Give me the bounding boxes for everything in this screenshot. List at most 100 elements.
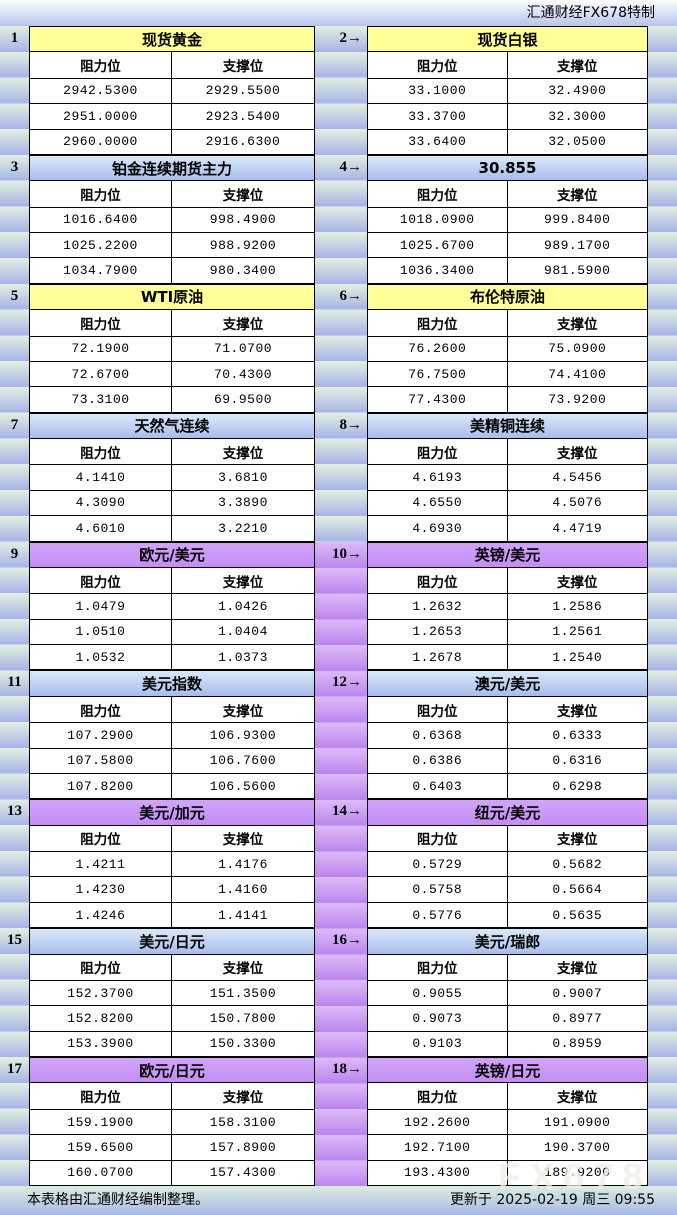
level-row: 0.5758 0.5664 — [368, 876, 647, 902]
level-row: 1018.0900 999.8400 — [368, 206, 647, 232]
support-value: 189.9200 — [544, 1165, 611, 1181]
resistance-value: 1.0510 — [30, 619, 172, 645]
support-value: 0.6298 — [552, 778, 603, 794]
support-value: 2929.5500 — [205, 83, 281, 99]
support-value: 1.2586 — [552, 598, 603, 614]
resistance-value: 76.7500 — [368, 361, 508, 387]
resistance-value: 73.3100 — [30, 387, 172, 412]
support-value: 75.0900 — [548, 341, 607, 357]
resistance-header: 阻力位 — [368, 825, 508, 852]
level-row: 2942.5300 2929.5500 — [30, 77, 314, 104]
resistance-value: 0.5729 — [368, 852, 508, 877]
level-row: 0.9055 0.9007 — [368, 979, 647, 1006]
level-row: 107.5800 106.7600 — [30, 747, 314, 773]
footer-bar: 本表格由汇通财经编制整理。 更新于 2025-02-19 周三 09:55 — [0, 1186, 677, 1215]
support-value: 150.7800 — [209, 1011, 277, 1027]
resistance-header: 阻力位 — [30, 825, 172, 852]
panel-number: 7 — [10, 416, 19, 433]
level-row: 0.6368 0.6333 — [368, 722, 647, 748]
level-row: 4.6930 4.4719 — [368, 515, 647, 541]
resistance-value: 1025.6700 — [368, 233, 508, 258]
instrument-panel: 美元/日元 阻力位 支撑位 152.3700 151.3500 152.8200… — [29, 928, 315, 1058]
instrument-panel: WTI原油 阻力位 支撑位 72.1900 71.0700 72.6700 70… — [29, 283, 315, 413]
panel-title: 美元/瑞郎 — [368, 929, 647, 955]
resistance-header: 阻力位 — [30, 181, 172, 207]
support-header: 支撑位 — [557, 316, 598, 333]
panel-number: 5 — [10, 287, 19, 304]
panel-header-row: 阻力位 支撑位 — [30, 52, 314, 78]
support-header: 支撑位 — [557, 961, 598, 978]
resistance-value: 107.8200 — [30, 773, 172, 799]
support-value: 4.5456 — [552, 470, 603, 486]
resistance-header: 阻力位 — [368, 696, 508, 723]
panel-header-row: 阻力位 支撑位 — [368, 181, 647, 207]
support-value: 0.8977 — [552, 1011, 603, 1027]
support-value: 1.4176 — [218, 856, 268, 872]
support-value: 1.2561 — [552, 624, 603, 640]
support-value: 1.4141 — [218, 907, 268, 923]
panel-title: 美元指数 — [30, 671, 314, 697]
support-value: 0.5635 — [552, 907, 603, 923]
panel-header-row: 阻力位 支撑位 — [368, 52, 647, 78]
resistance-header: 阻力位 — [30, 1083, 172, 1109]
resistance-header: 阻力位 — [30, 954, 172, 980]
support-header: 支撑位 — [557, 1090, 598, 1107]
support-value: 74.4100 — [548, 366, 607, 382]
instrument-panel: 现货黄金 阻力位 支撑位 2942.5300 2929.5500 2951.00… — [29, 26, 315, 155]
level-row: 4.1410 3.6810 — [30, 464, 314, 490]
resistance-header: 阻力位 — [368, 1083, 508, 1109]
support-value: 158.3100 — [209, 1114, 277, 1130]
level-row: 1034.7900 980.3400 — [30, 257, 314, 283]
support-header: 支撑位 — [222, 445, 264, 462]
support-value: 157.8900 — [209, 1139, 277, 1155]
panel-header-row: 阻力位 支撑位 — [30, 1083, 314, 1109]
center-gutter: 2→ 4→ 6→ 8→ 10→ 12→ 14→ 16→ 18→ — [315, 26, 367, 1186]
resistance-value: 152.8200 — [30, 1006, 172, 1031]
resistance-value: 192.7100 — [368, 1135, 508, 1160]
panel-column-right: 现货白银 阻力位 支撑位 33.1000 32.4900 33.3700 32.… — [367, 26, 648, 1186]
support-header: 支撑位 — [222, 574, 264, 591]
resistance-value: 1.4211 — [30, 852, 172, 877]
panel-title: 现货黄金 — [30, 27, 314, 53]
panel-header-row: 阻力位 支撑位 — [30, 567, 314, 594]
resistance-value: 1.2632 — [368, 594, 508, 619]
level-row: 4.6193 4.5456 — [368, 464, 647, 490]
support-value: 73.9200 — [548, 391, 607, 407]
resistance-value: 0.6368 — [368, 723, 508, 748]
resistance-value: 193.4300 — [368, 1160, 508, 1185]
panel-number: 15 — [7, 932, 22, 949]
level-row: 1025.2200 988.9200 — [30, 232, 314, 258]
instrument-panel: 欧元/日元 阻力位 支撑位 159.1900 158.3100 159.6500… — [29, 1057, 315, 1186]
resistance-value: 152.3700 — [30, 980, 172, 1006]
support-value: 69.9500 — [213, 391, 273, 407]
resistance-header: 阻力位 — [368, 310, 508, 336]
level-row: 153.3900 150.3300 — [30, 1030, 314, 1057]
level-row: 76.2600 75.0900 — [368, 335, 647, 361]
support-value: 1.0373 — [218, 649, 268, 665]
level-row: 4.6550 4.5076 — [368, 489, 647, 516]
level-row: 33.3700 32.3000 — [368, 103, 647, 129]
support-value: 150.3300 — [209, 1036, 277, 1052]
resistance-value: 192.2600 — [368, 1109, 508, 1135]
level-row: 0.9103 0.8959 — [368, 1030, 647, 1057]
panel-number-arrow: 10→ — [332, 545, 362, 562]
level-row: 152.8200 150.7800 — [30, 1005, 314, 1031]
support-value: 0.5664 — [552, 882, 603, 898]
level-row: 1.2653 1.2561 — [368, 618, 647, 645]
resistance-value: 1016.6400 — [30, 207, 172, 232]
support-header: 支撑位 — [557, 187, 598, 204]
support-value: 1.4160 — [218, 882, 268, 898]
level-row: 193.4300 189.9200 — [368, 1159, 647, 1185]
level-row: 1.4211 1.4176 — [30, 851, 314, 877]
support-header: 支撑位 — [222, 187, 264, 204]
instrument-panel: 美元指数 阻力位 支撑位 107.2900 106.9300 107.5800 … — [29, 670, 315, 800]
level-row: 77.4300 73.9200 — [368, 386, 647, 412]
support-value: 1.0404 — [218, 624, 268, 640]
support-value: 191.0900 — [544, 1114, 611, 1130]
panel-header-row: 阻力位 支撑位 — [30, 825, 314, 852]
support-value: 157.4300 — [209, 1165, 277, 1181]
panel-title: 澳元/美元 — [368, 671, 647, 697]
support-value: 32.3000 — [548, 108, 607, 124]
panel-title: 布伦特原油 — [368, 284, 647, 311]
panel-header-row: 阻力位 支撑位 — [368, 954, 647, 980]
